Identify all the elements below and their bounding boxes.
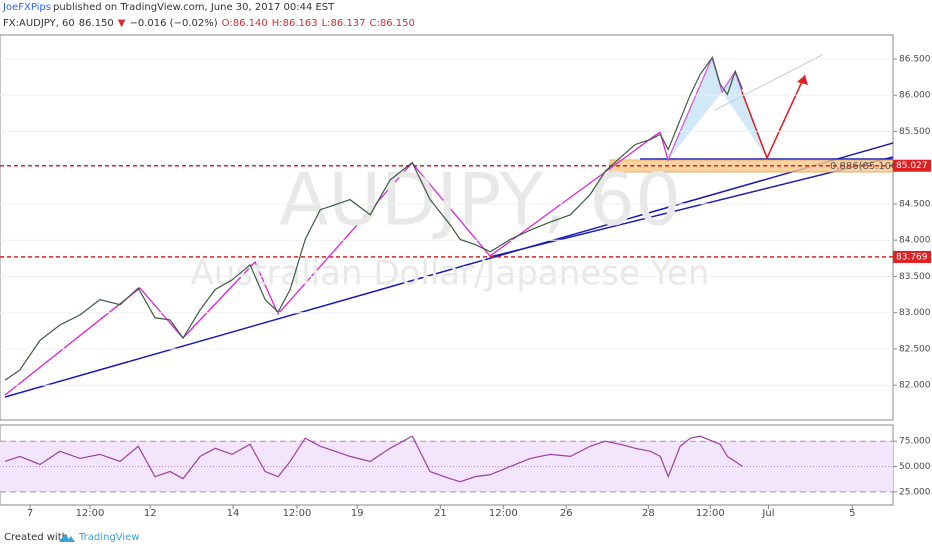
fib-label: 0.886(85.100): [830, 161, 902, 172]
x-tick-label: 12:00: [283, 508, 312, 519]
y-tick-label: 84.500: [899, 199, 931, 209]
pattern: [668, 58, 722, 160]
footer-created: Created with: [4, 532, 68, 543]
y-tick-label: 82.000: [899, 381, 931, 391]
publish-line: JoeFXPips published on TradingView.com, J…: [3, 2, 338, 13]
series-line: [4, 56, 744, 381]
last-price: 86.150: [78, 18, 114, 29]
x-tick-label: 14: [227, 508, 240, 519]
arrow-head: [797, 75, 808, 85]
level-label: 83.769: [896, 252, 928, 262]
footer: Created with TradingView: [0, 528, 932, 550]
y-tick-label: 84.000: [899, 236, 931, 246]
symbol: FX:AUDJPY, 60: [3, 18, 75, 29]
high: H:86.163: [271, 18, 318, 29]
y-tick-label: 83.500: [899, 272, 931, 282]
x-tick-label: Jul: [761, 508, 774, 519]
y-tick-label: 25.000: [899, 487, 931, 497]
y-tick-label: 86.000: [899, 91, 931, 101]
x-tick-label: 12: [144, 508, 157, 519]
series-line: [4, 435, 743, 483]
close: C:86.150: [369, 18, 415, 29]
logo: [59, 534, 75, 542]
price-pane: [0, 34, 894, 421]
y-tick-label: 86.500: [899, 54, 931, 64]
trendline: [4, 142, 894, 398]
published: published on TradingView.com, June 30, 2…: [52, 2, 335, 13]
level-box: [893, 250, 931, 263]
arrow-path: [741, 74, 806, 160]
y-tick-label: 82.500: [899, 344, 931, 354]
symbol-line: FX:AUDJPY, 60 86.150 ▼ −0.016 (−0.02%) O:86.…: [3, 18, 419, 29]
y-tick-label: 85.500: [899, 127, 931, 137]
x-tick-label: 12:00: [76, 508, 105, 519]
low: L:86.137: [321, 18, 366, 29]
y-tick-label: 83.000: [899, 308, 931, 318]
watermark-subtitle: Australian Dollar/Japanese Yen: [191, 254, 710, 294]
change: −0.016 (−0.02%): [129, 18, 218, 29]
x-tick-label: 7: [27, 508, 33, 519]
x-tick-label: 21: [434, 508, 447, 519]
pattern: [722, 72, 767, 158]
chart: AUDJPY, 60 Australian Dollar/Japanese Ye…: [0, 34, 931, 519]
x-tick-label: 5: [849, 508, 855, 519]
y-tick-label: 75.000: [899, 437, 931, 447]
author[interactable]: JoeFXPips: [3, 2, 51, 13]
level-box: [893, 159, 931, 172]
x-tick-label: 12:00: [696, 508, 725, 519]
y-tick-label: 50.000: [899, 462, 931, 472]
arrow: ▼: [117, 18, 126, 29]
x-tick-label: 28: [642, 508, 655, 519]
level-label: 85.027: [896, 161, 928, 171]
x-tick-label: 19: [351, 508, 364, 519]
x-tick-label: 12:00: [489, 508, 518, 519]
x-tick-label: 26: [560, 508, 573, 519]
open: O:86.140: [221, 18, 268, 29]
watermark: AUDJPY, 60: [279, 158, 681, 242]
footer-brand[interactable]: TradingView: [79, 532, 140, 543]
